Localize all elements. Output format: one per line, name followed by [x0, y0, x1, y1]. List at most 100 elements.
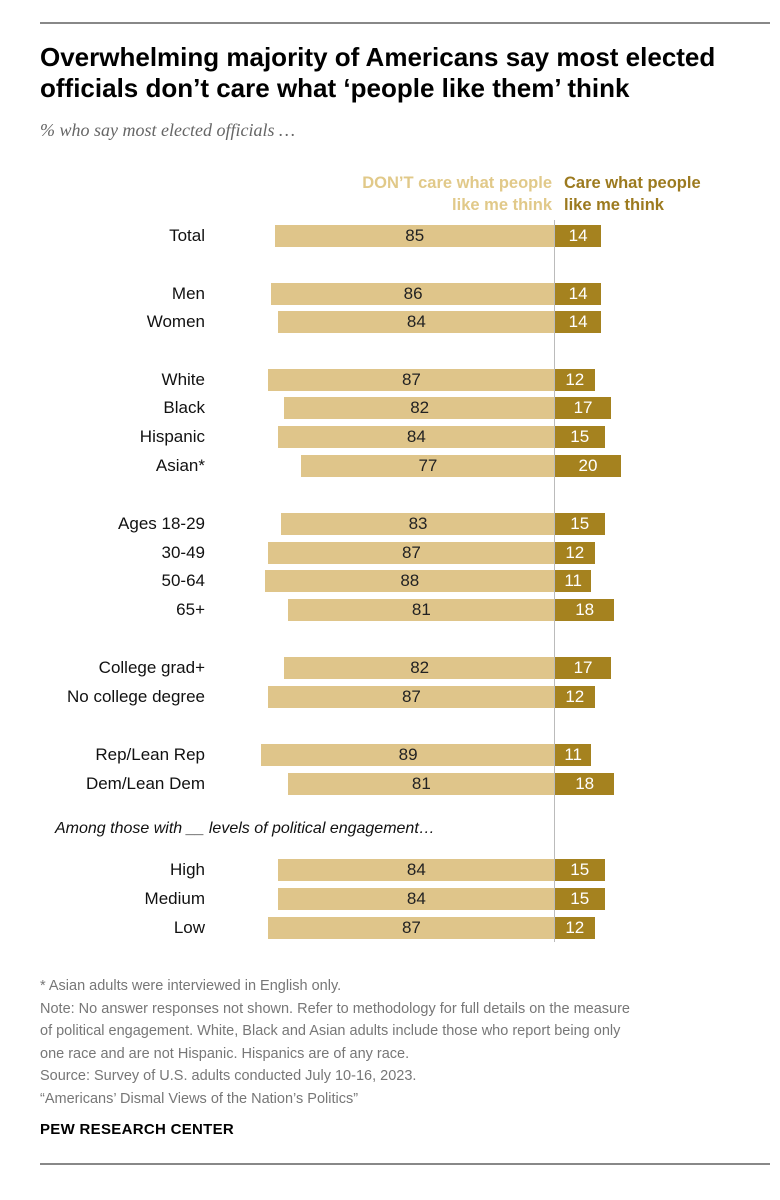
value-label-care-30-49: 12 — [565, 543, 585, 562]
value-label-care-total: 14 — [568, 226, 588, 245]
category-label-high: High — [170, 860, 205, 879]
value-label-care-white: 12 — [565, 370, 585, 389]
value-label-care-rep-lean-rep: 11 — [564, 745, 582, 764]
bar-dont-care-30-49 — [267, 542, 555, 564]
category-label-dem-lean-dem: Dem/Lean Dem — [85, 774, 205, 793]
bar-care-white — [555, 369, 595, 391]
value-label-care-no-college-degree: 12 — [565, 687, 585, 706]
footnote-report-title: “Americans’ Dismal Views of the Nation’s… — [40, 1090, 359, 1107]
legend-dont-care-line-2: like me think — [452, 196, 552, 214]
value-label-care-low: 12 — [565, 918, 585, 937]
bar-care-low — [555, 917, 595, 939]
category-label-30-49: 30-49 — [161, 543, 205, 562]
value-label-dont-care-hispanic: 84 — [406, 427, 426, 446]
bar-dont-care-high — [277, 859, 555, 881]
value-label-care-women: 14 — [568, 312, 588, 331]
bar-dont-care-low — [267, 917, 555, 939]
value-label-care-black: 17 — [573, 398, 593, 417]
category-label-total: Total — [169, 226, 205, 245]
category-label-men: Men — [171, 284, 205, 303]
chart-title: Overwhelming majority of Americans say m… — [40, 42, 716, 103]
value-label-care-dem-lean-dem: 18 — [575, 774, 595, 793]
value-label-dont-care-low: 87 — [401, 918, 421, 937]
value-label-dont-care-high: 84 — [406, 860, 426, 879]
legend-care-line-2: like me think — [564, 196, 664, 214]
category-label-white: White — [161, 370, 205, 389]
value-label-care-hispanic: 15 — [570, 427, 590, 446]
pew-research-center-logo: PEW RESEARCH CENTER — [40, 1121, 235, 1138]
value-label-dont-care-rep-lean-rep: 89 — [398, 745, 418, 764]
bar-dont-care-65 — [287, 599, 555, 621]
bar-care-ages-18-29 — [555, 513, 605, 535]
value-label-dont-care-men: 86 — [403, 284, 423, 303]
legend-care: Care what people like me think — [564, 172, 701, 216]
bar-care-total — [555, 225, 602, 247]
value-label-dont-care-dem-lean-dem: 81 — [411, 774, 431, 793]
top-rule — [40, 22, 770, 24]
bar-care-50-64 — [555, 570, 592, 592]
value-label-dont-care-college-grad: 82 — [410, 658, 430, 677]
bar-dont-care-dem-lean-dem — [287, 773, 555, 795]
bar-care-women — [555, 311, 602, 333]
value-label-care-65: 18 — [575, 600, 595, 619]
bar-care-65 — [555, 599, 615, 621]
value-label-dont-care-no-college-degree: 87 — [401, 687, 421, 706]
value-label-dont-care-50-64: 88 — [400, 571, 420, 590]
value-label-dont-care-30-49: 87 — [401, 543, 421, 562]
category-label-black: Black — [163, 398, 205, 417]
value-label-care-college-grad: 17 — [573, 658, 593, 677]
category-label-college-grad: College grad+ — [98, 658, 205, 677]
value-label-dont-care-total: 85 — [405, 226, 425, 245]
footnote-note-line-1: Note: No answer responses not shown. Ref… — [40, 1000, 630, 1017]
value-label-dont-care-white: 87 — [401, 370, 421, 389]
bar-care-asian — [555, 455, 621, 477]
bar-care-dem-lean-dem — [555, 773, 615, 795]
category-label-low: Low — [173, 918, 205, 937]
value-label-care-high: 15 — [570, 860, 590, 879]
legend-dont-care: DON’T care what people like me think — [362, 172, 552, 216]
value-label-care-ages-18-29: 15 — [570, 514, 590, 533]
value-label-care-asian: 20 — [578, 456, 598, 475]
bar-care-rep-lean-rep — [555, 744, 592, 766]
bar-care-30-49 — [555, 542, 595, 564]
value-label-dont-care-women: 84 — [406, 312, 426, 331]
center-axis-line — [554, 220, 555, 942]
category-label-asian: Asian* — [155, 456, 205, 475]
bar-dont-care-total — [274, 225, 555, 247]
category-label-50-64: 50-64 — [161, 571, 205, 590]
footnotes: * Asian adults were interviewed in Engli… — [40, 975, 760, 1110]
bar-dont-care-asian — [300, 455, 555, 477]
engagement-group-label: Among those with __ levels of political … — [55, 820, 435, 837]
bar-dont-care-no-college-degree — [267, 686, 555, 708]
bar-care-men — [555, 283, 602, 305]
bar-dont-care-white — [267, 369, 555, 391]
category-label-no-college-degree: No college degree — [67, 687, 205, 706]
value-label-care-medium: 15 — [570, 889, 590, 908]
value-label-dont-care-ages-18-29: 83 — [408, 514, 428, 533]
bar-dont-care-men — [271, 283, 555, 305]
bar-care-high — [555, 859, 605, 881]
bar-dont-care-college-grad — [284, 657, 555, 679]
footnote-asterisk: * Asian adults were interviewed in Engli… — [40, 978, 342, 994]
bar-dont-care-rep-lean-rep — [261, 744, 555, 766]
value-label-care-men: 14 — [568, 284, 588, 303]
bar-dont-care-ages-18-29 — [281, 513, 555, 535]
category-label-women: Women — [146, 312, 205, 331]
bar-dont-care-medium — [277, 888, 555, 910]
value-label-dont-care-medium: 84 — [406, 889, 426, 908]
footnote-note-line-2: of political engagement. White, Black an… — [40, 1023, 621, 1039]
category-label-medium: Medium — [144, 889, 205, 908]
bottom-rule — [40, 1163, 770, 1165]
bar-care-no-college-degree — [555, 686, 595, 708]
category-label-65: 65+ — [176, 600, 205, 619]
bar-dont-care-women — [277, 311, 555, 333]
bar-care-hispanic — [555, 426, 605, 448]
footnote-note-line-3: one race and are not Hispanic. Hispanics… — [40, 1045, 410, 1062]
value-label-dont-care-black: 82 — [410, 398, 430, 417]
value-label-dont-care-65: 81 — [411, 600, 431, 619]
bar-dont-care-hispanic — [277, 426, 555, 448]
bar-care-medium — [555, 888, 605, 910]
category-label-rep-lean-rep: Rep/Lean Rep — [95, 745, 205, 764]
footnote-source: Source: Survey of U.S. adults conducted … — [40, 1068, 417, 1084]
bar-care-college-grad — [555, 657, 612, 679]
